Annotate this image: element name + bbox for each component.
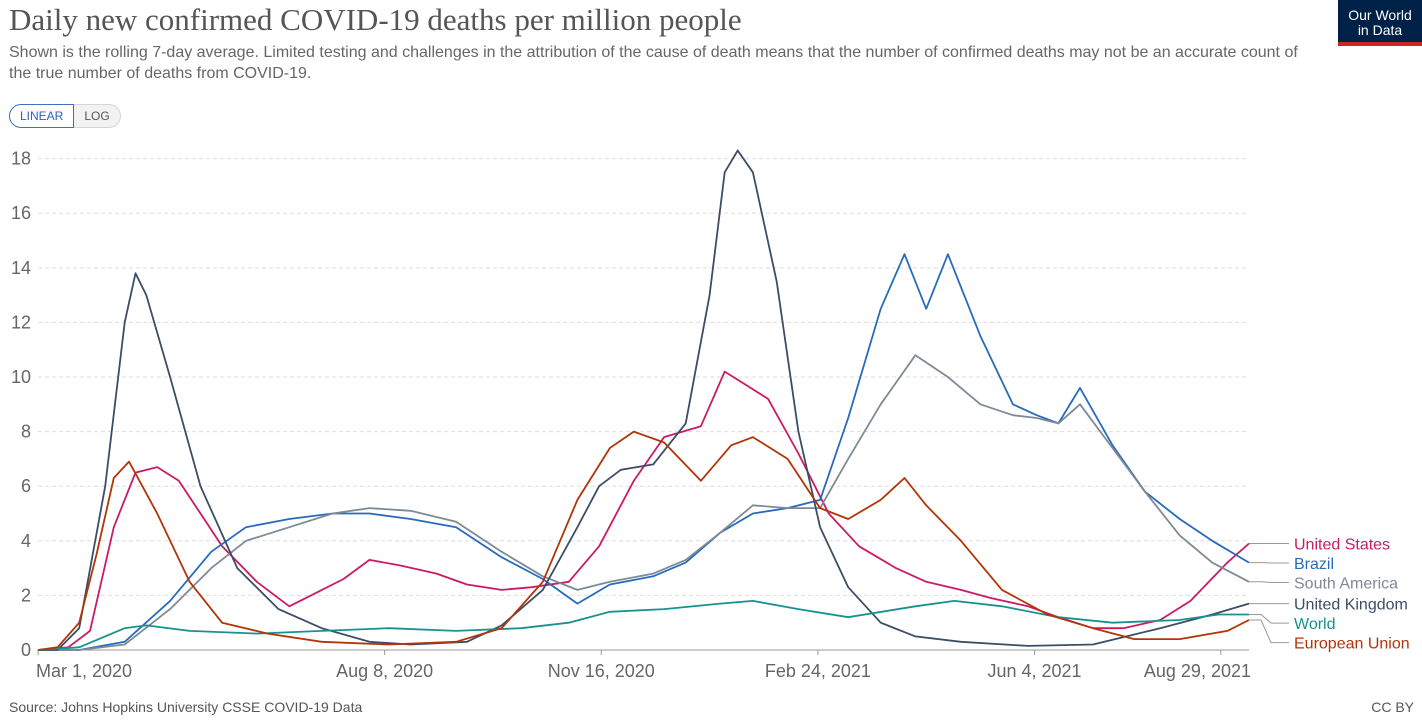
y-tick-label: 4 [21,531,31,551]
legend-connector [1249,581,1289,584]
series-line-united-states [37,370,1250,651]
legend-label-brazil: Brazil [1294,556,1334,573]
y-tick-label: 2 [21,585,31,605]
y-tick-label: 0 [21,640,31,660]
license-link[interactable]: CC BY [1371,699,1414,715]
x-tick-label: Jun 4, 2021 [987,661,1081,681]
series-line-world [37,600,1249,651]
source-note[interactable]: Source: Johns Hopkins University CSSE CO… [9,699,363,715]
scale-toggle: LINEAR LOG [9,104,121,128]
y-tick-label: 14 [11,258,31,278]
log-scale-button[interactable]: LOG [74,104,121,128]
chart-title: Daily new confirmed COVID-19 deaths per … [9,2,742,37]
legend-label-world: World [1294,616,1336,633]
legend-connector [1249,619,1289,644]
legend-label-south-america: South America [1294,576,1398,593]
x-tick-label: Aug 8, 2020 [336,661,433,681]
legend-label-united-states: United States [1294,537,1390,554]
series-line-brazil [38,253,1250,651]
x-tick-label: Aug 29, 2021 [1144,661,1251,681]
x-tick-label: Nov 16, 2020 [548,661,655,681]
legend-label-united-kingdom: United Kingdom [1294,597,1408,614]
x-tick-label: Mar 1, 2020 [36,661,132,681]
y-tick-label: 6 [21,476,31,496]
y-tick-label: 16 [11,203,31,223]
series-line-european-union [37,430,1250,651]
y-tick-label: 12 [11,312,31,332]
chart-subtitle: Shown is the rolling 7-day average. Limi… [9,44,1298,82]
legend-label-european-union: European Union [1294,636,1410,653]
y-tick-label: 18 [11,149,31,169]
series-line-south-america [38,354,1250,651]
logo-line-2: in Data [1357,22,1403,38]
linear-scale-button[interactable]: LINEAR [9,104,75,128]
logo-line-1: Our World [1348,7,1412,23]
y-tick-label: 8 [21,422,31,442]
x-tick-label: Feb 24, 2021 [765,661,871,681]
our-world-in-data-logo[interactable]: Our World in Data [1338,0,1422,46]
legend-connector [1249,614,1289,624]
series-line-united-kingdom [38,149,1250,651]
y-tick-label: 10 [11,367,31,387]
